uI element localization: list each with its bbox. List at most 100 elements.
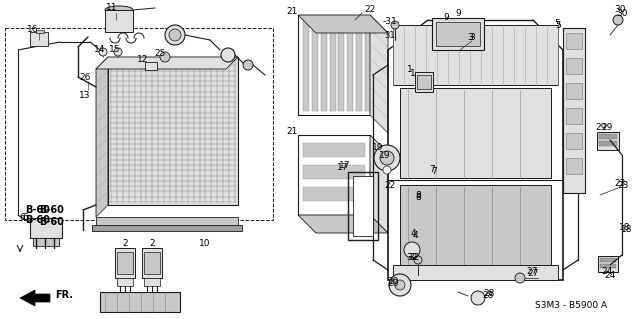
Bar xyxy=(400,88,551,178)
Text: 30: 30 xyxy=(614,5,626,14)
Polygon shape xyxy=(20,290,50,306)
Circle shape xyxy=(160,52,170,62)
Circle shape xyxy=(165,25,185,45)
Text: S3M3 - B5900 A: S3M3 - B5900 A xyxy=(535,301,607,310)
Circle shape xyxy=(99,48,107,56)
Bar xyxy=(5,28,273,220)
Text: 14: 14 xyxy=(94,46,106,55)
Bar xyxy=(339,19,344,111)
Text: 4: 4 xyxy=(412,232,418,241)
Bar xyxy=(108,57,238,205)
Circle shape xyxy=(221,48,235,62)
Text: 5: 5 xyxy=(554,19,560,28)
Circle shape xyxy=(243,60,253,70)
Bar xyxy=(142,248,162,278)
Text: B-60: B-60 xyxy=(40,205,65,215)
Text: 24: 24 xyxy=(602,268,612,277)
Bar xyxy=(117,252,133,274)
Bar xyxy=(600,258,616,262)
Bar xyxy=(303,19,309,111)
Bar xyxy=(566,58,582,74)
Bar xyxy=(393,25,558,85)
Bar xyxy=(115,248,135,278)
Text: 20: 20 xyxy=(387,278,399,286)
Bar xyxy=(348,19,353,111)
Bar xyxy=(303,165,365,179)
Bar xyxy=(321,19,326,111)
Text: 6: 6 xyxy=(19,213,25,222)
Text: 17: 17 xyxy=(339,161,351,170)
Bar xyxy=(353,176,373,236)
Polygon shape xyxy=(370,135,388,233)
Ellipse shape xyxy=(105,28,133,36)
Text: 21: 21 xyxy=(286,128,298,137)
Polygon shape xyxy=(96,57,238,69)
Text: 15: 15 xyxy=(109,46,121,55)
Bar xyxy=(144,278,160,286)
Text: 30: 30 xyxy=(616,9,628,18)
Bar xyxy=(36,30,44,33)
Bar xyxy=(566,133,582,149)
Bar xyxy=(144,252,160,274)
Bar xyxy=(563,28,585,193)
Text: B-60: B-60 xyxy=(25,215,50,225)
Circle shape xyxy=(169,29,181,41)
Text: 6: 6 xyxy=(22,213,28,222)
Text: 12: 12 xyxy=(138,56,148,64)
Text: 28: 28 xyxy=(483,292,493,300)
Text: 29: 29 xyxy=(595,122,607,131)
Text: 9: 9 xyxy=(443,12,449,21)
Bar xyxy=(30,32,48,46)
Bar xyxy=(298,135,370,215)
Bar xyxy=(400,185,551,265)
Text: 4: 4 xyxy=(410,228,416,238)
Text: FR.: FR. xyxy=(55,290,73,300)
Polygon shape xyxy=(370,15,388,133)
Polygon shape xyxy=(298,15,388,33)
Bar xyxy=(356,19,362,111)
Circle shape xyxy=(380,151,394,165)
Bar xyxy=(600,264,616,268)
Circle shape xyxy=(114,48,122,56)
Text: 13: 13 xyxy=(79,91,91,100)
Text: 17: 17 xyxy=(337,164,349,173)
Bar xyxy=(436,22,480,46)
Circle shape xyxy=(391,21,399,29)
Text: 10: 10 xyxy=(199,239,211,248)
Bar xyxy=(566,33,582,49)
Bar xyxy=(100,292,180,312)
Text: 22: 22 xyxy=(364,5,376,14)
Text: 22: 22 xyxy=(385,181,396,189)
Text: 23: 23 xyxy=(618,181,628,189)
Text: 5: 5 xyxy=(555,20,561,29)
Circle shape xyxy=(515,273,525,283)
Text: 20: 20 xyxy=(387,278,399,287)
Bar xyxy=(96,217,238,225)
Bar xyxy=(597,132,619,150)
Bar xyxy=(145,62,157,70)
Text: 25: 25 xyxy=(154,48,166,57)
Bar xyxy=(432,18,484,50)
Text: 24: 24 xyxy=(604,271,616,279)
Bar xyxy=(599,141,617,146)
Bar xyxy=(33,238,59,246)
Circle shape xyxy=(395,280,405,290)
Text: 27: 27 xyxy=(526,268,538,277)
Bar xyxy=(30,218,62,238)
Bar xyxy=(566,83,582,99)
Text: 27: 27 xyxy=(527,270,539,278)
Circle shape xyxy=(389,274,411,296)
Text: 19: 19 xyxy=(380,151,391,160)
Circle shape xyxy=(471,291,485,305)
Text: 19: 19 xyxy=(372,144,384,152)
Text: 16: 16 xyxy=(28,26,39,34)
Bar xyxy=(303,143,365,157)
Text: B-60: B-60 xyxy=(40,217,65,227)
Circle shape xyxy=(404,242,420,258)
Text: 2: 2 xyxy=(122,240,128,249)
Text: 3: 3 xyxy=(467,33,473,42)
Bar xyxy=(117,278,133,286)
Bar xyxy=(393,265,558,280)
Polygon shape xyxy=(298,215,388,233)
Circle shape xyxy=(414,256,422,264)
